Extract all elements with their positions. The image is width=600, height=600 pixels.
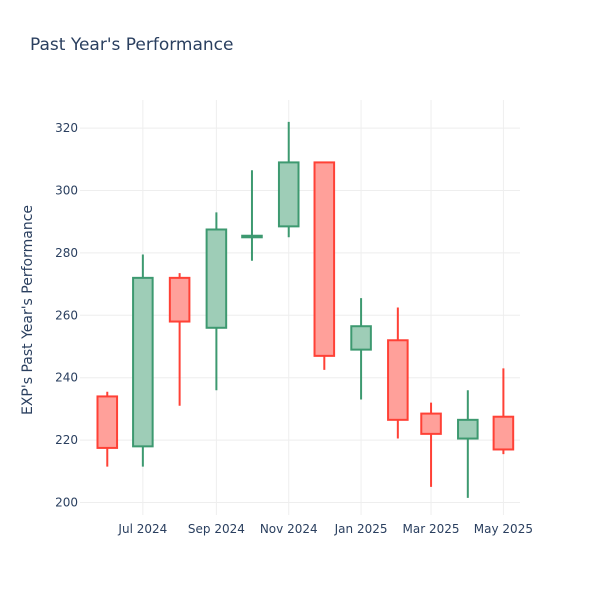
- candle-body: [350, 325, 372, 351]
- candle-decreasing: [313, 161, 336, 370]
- candle-body: [168, 276, 191, 323]
- candle-increasing: [457, 390, 479, 498]
- y-tick-label: 300: [55, 183, 78, 197]
- y-tick-label: 260: [55, 308, 78, 322]
- candle-decreasing: [420, 402, 442, 487]
- candle-increasing: [277, 121, 300, 238]
- candle-body: [205, 228, 228, 329]
- candle-increasing: [132, 254, 154, 467]
- candle-body: [387, 339, 409, 421]
- y-tick-label: 240: [55, 371, 78, 385]
- y-axis-title: EXP's Past Year's Performance: [20, 205, 36, 415]
- y-gridlines: [80, 127, 520, 504]
- candle-body: [132, 276, 154, 448]
- x-tick-label: May 2025: [474, 522, 533, 536]
- candle-increasing: [205, 212, 228, 391]
- x-tick-label: Mar 2025: [403, 522, 460, 536]
- y-tick-label: 320: [55, 121, 78, 135]
- candle-decreasing: [96, 391, 119, 467]
- candle-decreasing: [387, 307, 409, 439]
- x-tick-label: Jul 2024: [117, 522, 167, 536]
- candle-body: [277, 161, 300, 228]
- y-tick-label: 220: [55, 433, 78, 447]
- candle-body: [457, 418, 479, 440]
- candle-body: [313, 161, 336, 357]
- candles: [96, 121, 515, 498]
- x-tick-label: Sep 2024: [188, 522, 245, 536]
- x-axis-ticks: Jul 2024 Sep 2024 Nov 2024 Jan 2025 Mar 2025…: [117, 522, 533, 536]
- candle-body: [492, 415, 515, 451]
- candle-increasing: [241, 170, 263, 261]
- x-tick-label: Nov 2024: [260, 522, 318, 536]
- y-tick-label: 280: [55, 246, 78, 260]
- candle-body: [96, 395, 119, 449]
- x-tick-label: Jan 2025: [334, 522, 388, 536]
- y-tick-label: 200: [55, 496, 78, 510]
- candle-decreasing: [168, 273, 191, 406]
- candle-body: [420, 412, 442, 435]
- candle-increasing: [350, 298, 372, 400]
- y-axis-ticks: 200 220 240 260 280 300 320: [55, 121, 78, 509]
- candle-body: [241, 234, 263, 239]
- candle-decreasing: [492, 368, 515, 455]
- chart-title: Past Year's Performance: [30, 35, 234, 55]
